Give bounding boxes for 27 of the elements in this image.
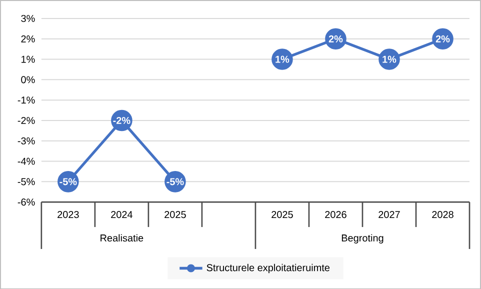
data-label: -2% (113, 116, 130, 124)
y-tick-label: -1% (18, 96, 35, 104)
x-tick-label: 2024 (111, 210, 132, 218)
text: Realisatie (100, 234, 144, 242)
y-tick-label: 1% (21, 56, 35, 63)
data-label: 1% (382, 56, 396, 63)
data-label: -5% (60, 178, 77, 186)
x-tick-label: 2025 (272, 210, 293, 218)
y-tick-label: -3% (18, 137, 35, 144)
y-tick-label: 3% (21, 14, 35, 22)
y-tick-label: -5% (18, 178, 35, 186)
y-tick-label: 2% (21, 35, 35, 42)
x-tick-label: 2027 (378, 210, 400, 218)
legend-label: Structurele exploitatieruimte (206, 264, 330, 273)
data-label: 2% (436, 35, 450, 42)
y-tick-label: -4% (18, 158, 35, 165)
x-tick-label: 2025 (164, 210, 186, 218)
y-tick-label: -2% (18, 116, 35, 124)
x-tick-label: 2026 (325, 210, 346, 218)
y-tick-label: -6% (18, 198, 35, 206)
data-label: 2% (328, 35, 343, 42)
x-tick-label: 2028 (432, 210, 454, 218)
data-label: 1% (276, 56, 290, 63)
data-label: -5% (166, 178, 184, 186)
x-tick-label: 2023 (58, 210, 79, 218)
y-tick-label: 0% (21, 76, 35, 84)
text: Begroting (342, 234, 384, 244)
